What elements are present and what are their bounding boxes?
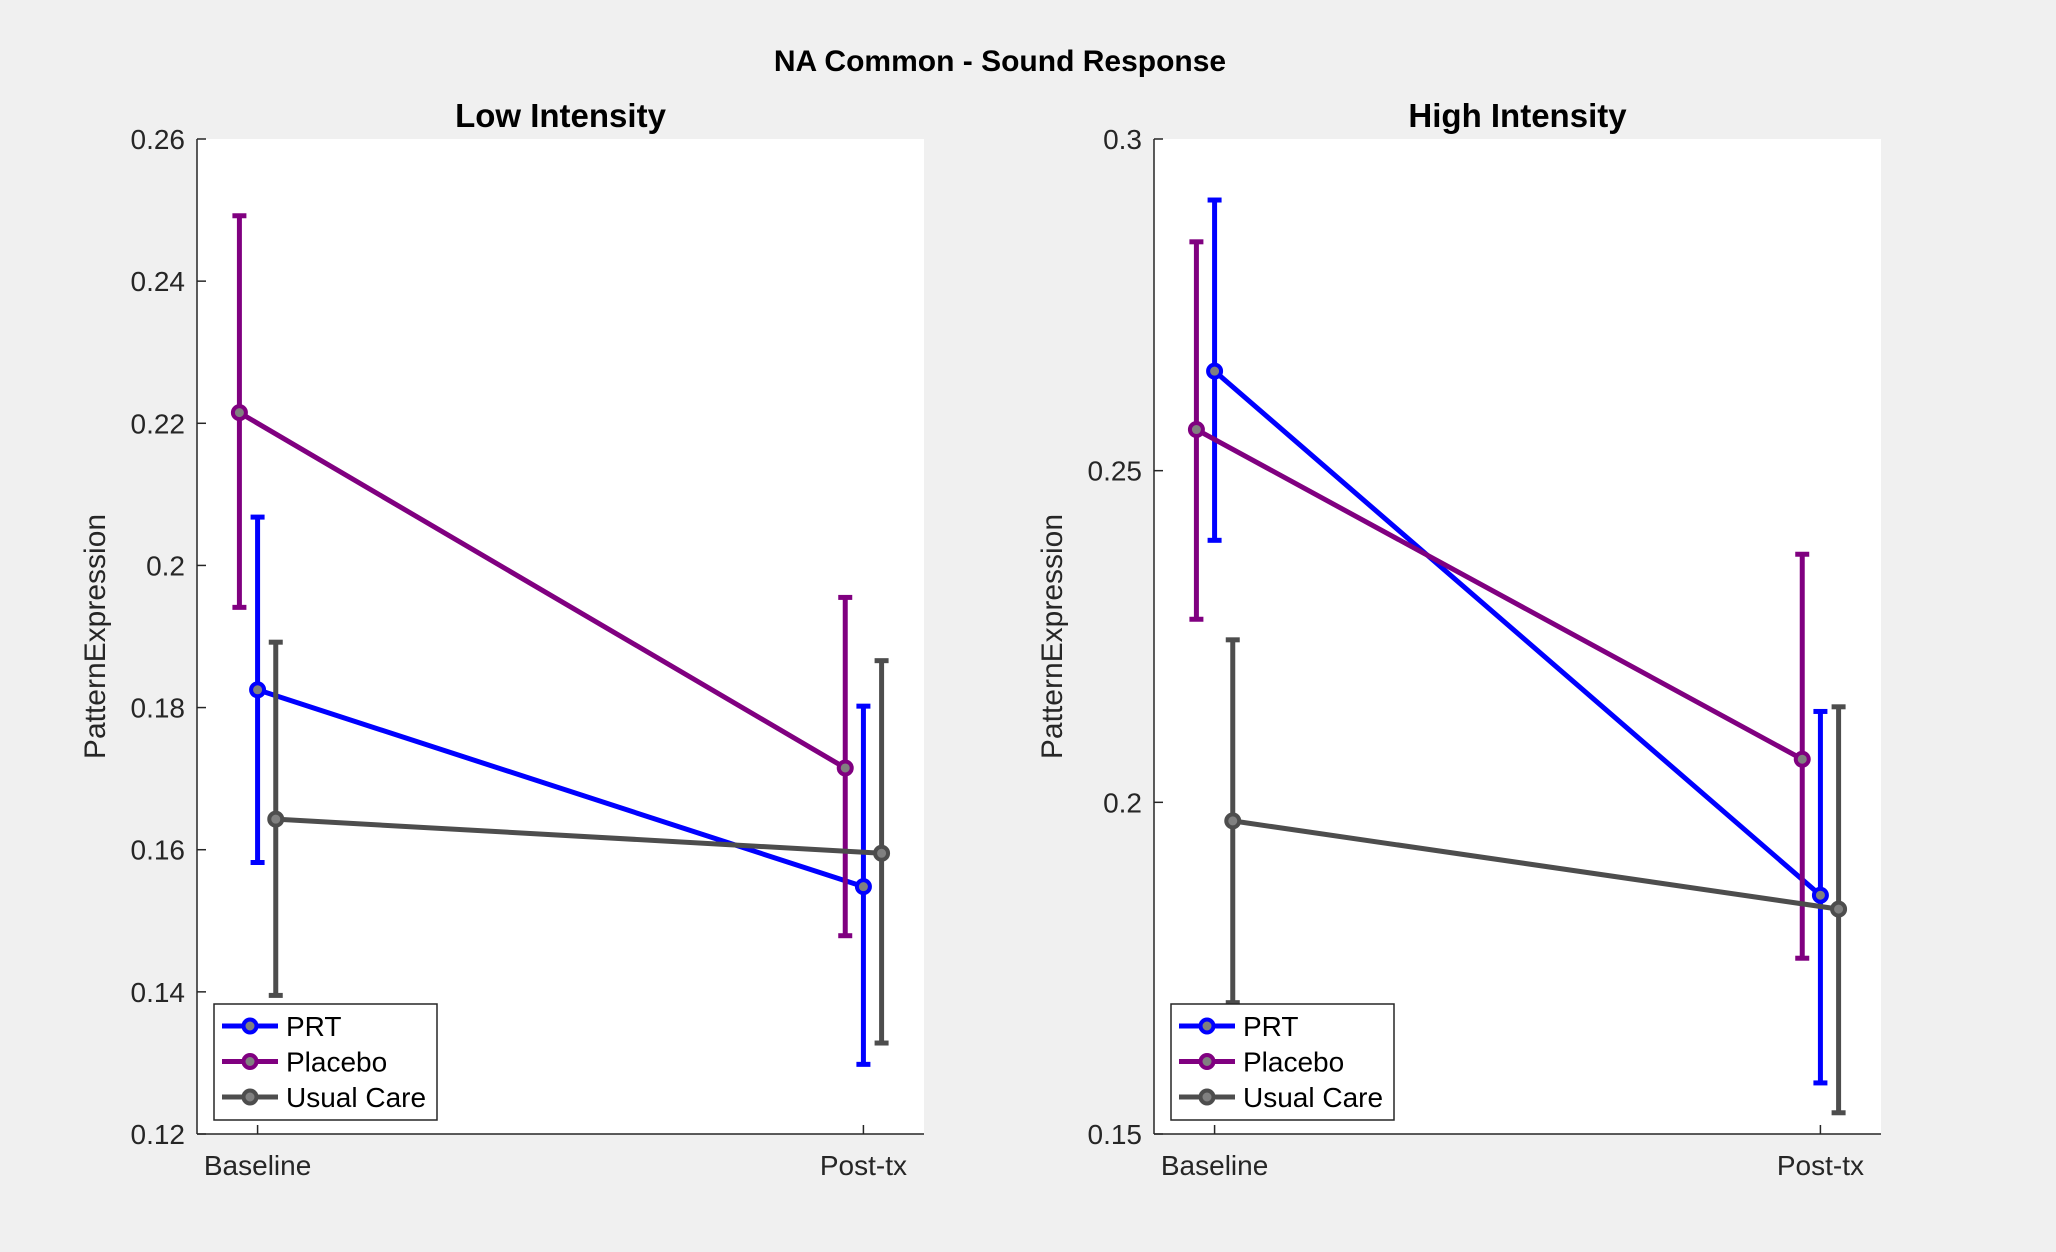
series-line xyxy=(238,410,847,771)
y-tick-label: 0.25 xyxy=(1088,456,1143,487)
legend-label: PRT xyxy=(286,1011,342,1042)
data-point xyxy=(1830,900,1848,918)
data-point xyxy=(836,759,854,777)
figure-title: NA Common - Sound Response xyxy=(774,45,1226,78)
legend-marker xyxy=(241,1053,259,1070)
data-point xyxy=(230,404,248,422)
legend: PRT Placebo Usual Care xyxy=(213,1003,438,1121)
y-tick-label: 0.14 xyxy=(131,977,186,1008)
y-tick-label: 0.16 xyxy=(131,835,186,866)
y-tick-label: 0.12 xyxy=(131,1119,186,1150)
x-tick-label: Baseline xyxy=(1161,1150,1268,1181)
y-tick-label: 0.18 xyxy=(131,693,186,724)
series-line xyxy=(1195,427,1804,762)
data-point xyxy=(249,681,267,699)
data-point xyxy=(1224,812,1242,830)
x-tick-label: Post-tx xyxy=(1777,1150,1864,1181)
series-line xyxy=(275,816,882,856)
x-tick-label: Post-tx xyxy=(820,1150,907,1181)
legend-label: PRT xyxy=(1243,1011,1299,1042)
data-point xyxy=(1187,421,1205,439)
y-tick-label: 0.15 xyxy=(1088,1119,1143,1150)
legend-label: Usual Care xyxy=(1243,1082,1383,1113)
y-tick-label: 0.24 xyxy=(131,266,186,297)
legend-label: Placebo xyxy=(286,1047,387,1078)
x-tick-label: Baseline xyxy=(204,1150,311,1181)
data-point xyxy=(1206,362,1224,380)
legend-marker xyxy=(1198,1088,1216,1106)
data-point xyxy=(1811,886,1829,904)
plot-area xyxy=(1154,139,1881,1134)
chart-title: High Intensity xyxy=(1408,97,1627,134)
low-intensity-chart: 0.12 0.14 0.16 0.18 0.2 0.22 0.24 0.26 Baseline P… xyxy=(79,97,924,1181)
series-line xyxy=(1212,369,1823,898)
y-axis-label: PatternExpression xyxy=(1036,514,1069,759)
legend-marker xyxy=(1198,1017,1216,1035)
legend-label: Usual Care xyxy=(286,1082,426,1113)
y-tick-label: 0.2 xyxy=(146,550,185,581)
data-point xyxy=(854,878,872,896)
data-point xyxy=(873,844,891,862)
legend-marker xyxy=(241,1017,259,1035)
chart-title: Low Intensity xyxy=(455,97,666,134)
y-axis-label: PatternExpression xyxy=(79,514,112,759)
data-point xyxy=(267,810,285,828)
plot-area xyxy=(197,139,924,1134)
high-intensity-chart: 0.15 0.2 0.25 0.3 Baseline Post-tx High Intens… xyxy=(1036,97,1881,1181)
legend-marker xyxy=(241,1088,259,1106)
legend: PRT Placebo Usual Care xyxy=(1170,1003,1395,1121)
data-point xyxy=(1793,750,1811,768)
series-line xyxy=(256,687,865,890)
y-tick-label: 0.2 xyxy=(1103,787,1142,818)
series-line xyxy=(1232,818,1839,912)
y-tick-label: 0.3 xyxy=(1103,124,1142,155)
legend-label: Placebo xyxy=(1243,1047,1344,1078)
legend-marker xyxy=(1198,1053,1216,1070)
y-tick-label: 0.26 xyxy=(131,124,186,155)
y-tick-label: 0.22 xyxy=(131,408,186,439)
